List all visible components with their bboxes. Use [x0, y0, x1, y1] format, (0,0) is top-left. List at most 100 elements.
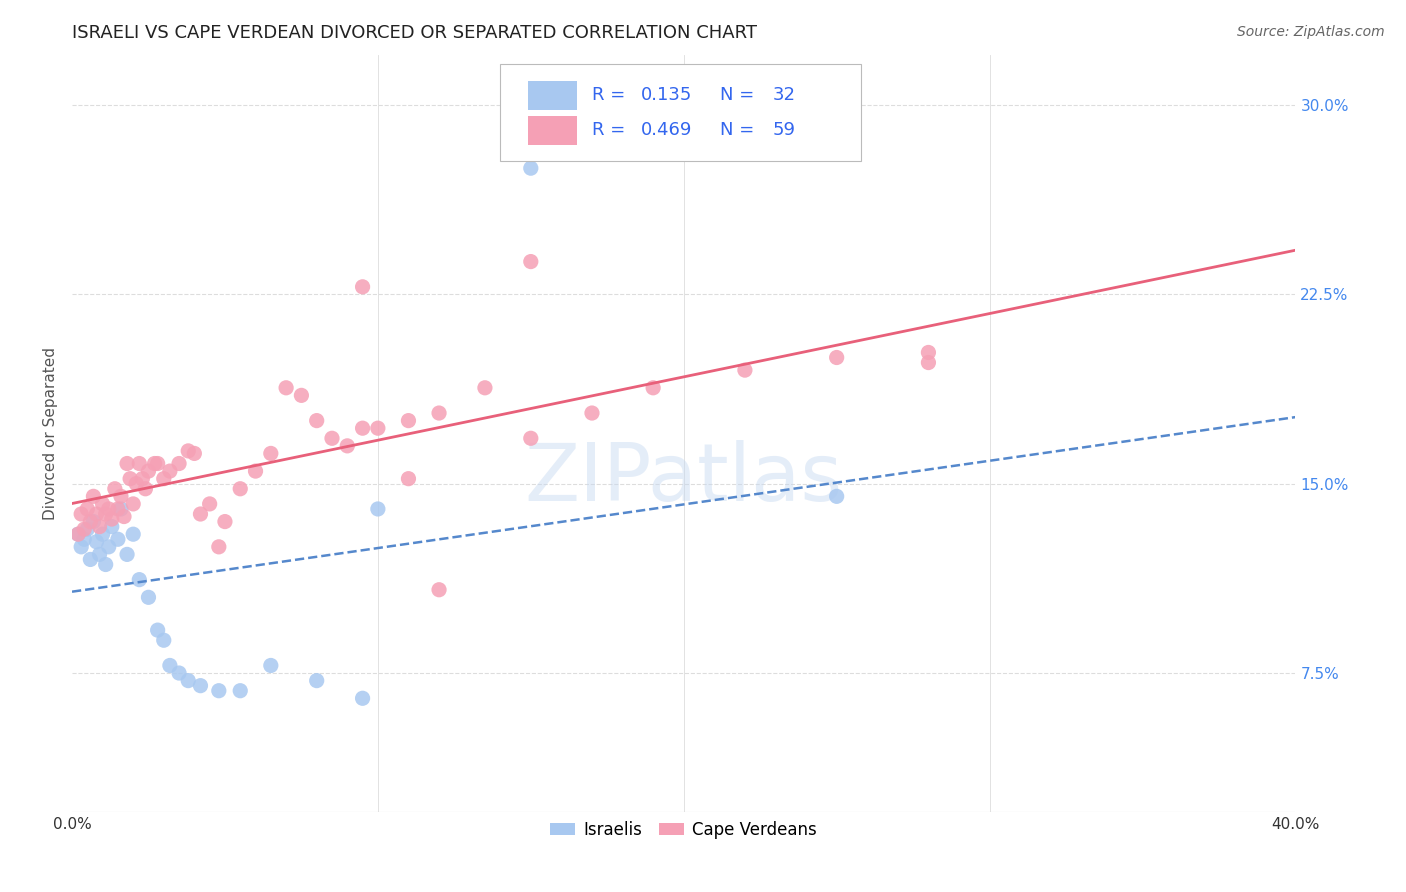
- Point: [122, 527, 145, 541]
- Point: [159, 464, 181, 478]
- Point: [104, 482, 127, 496]
- Point: [245, 464, 267, 478]
- Point: [177, 443, 200, 458]
- Point: [97, 540, 120, 554]
- Point: [190, 679, 212, 693]
- Point: [643, 381, 665, 395]
- Point: [167, 666, 190, 681]
- Text: 0.135: 0.135: [641, 87, 692, 104]
- Point: [581, 406, 603, 420]
- Point: [917, 345, 939, 359]
- Point: [138, 464, 160, 478]
- Point: [367, 421, 389, 435]
- Point: [520, 431, 543, 445]
- Point: [125, 476, 148, 491]
- Point: [67, 527, 90, 541]
- Point: [214, 515, 236, 529]
- Point: [159, 658, 181, 673]
- Point: [94, 507, 117, 521]
- Text: 32: 32: [773, 87, 796, 104]
- Point: [229, 482, 252, 496]
- Point: [367, 502, 389, 516]
- Point: [100, 512, 122, 526]
- Point: [825, 351, 848, 365]
- Text: 0.469: 0.469: [641, 121, 692, 139]
- Point: [290, 388, 312, 402]
- Point: [474, 381, 496, 395]
- Point: [128, 573, 150, 587]
- Point: [152, 472, 174, 486]
- Point: [520, 254, 543, 268]
- Point: [91, 497, 114, 511]
- Point: [427, 406, 450, 420]
- Point: [152, 633, 174, 648]
- Point: [73, 533, 96, 547]
- Point: [177, 673, 200, 688]
- Text: R =: R =: [592, 121, 631, 139]
- Text: N =: N =: [720, 87, 761, 104]
- Point: [82, 515, 104, 529]
- Point: [167, 457, 190, 471]
- Point: [97, 502, 120, 516]
- Point: [427, 582, 450, 597]
- Point: [112, 509, 135, 524]
- Point: [321, 431, 343, 445]
- Point: [79, 552, 101, 566]
- Point: [86, 507, 108, 521]
- Point: [398, 414, 420, 428]
- Point: [138, 591, 160, 605]
- Point: [67, 527, 90, 541]
- FancyBboxPatch shape: [529, 116, 578, 145]
- Point: [94, 558, 117, 572]
- Point: [89, 519, 111, 533]
- Point: [305, 673, 328, 688]
- Point: [398, 472, 420, 486]
- Point: [734, 363, 756, 377]
- Text: R =: R =: [592, 87, 631, 104]
- Point: [134, 482, 156, 496]
- Point: [352, 421, 374, 435]
- Point: [79, 515, 101, 529]
- Point: [89, 548, 111, 562]
- Point: [110, 502, 132, 516]
- Point: [107, 533, 129, 547]
- Point: [825, 489, 848, 503]
- Point: [352, 280, 374, 294]
- Point: [917, 355, 939, 369]
- Point: [100, 519, 122, 533]
- Point: [107, 502, 129, 516]
- Point: [146, 457, 169, 471]
- Point: [115, 548, 138, 562]
- FancyBboxPatch shape: [529, 81, 578, 110]
- Point: [82, 489, 104, 503]
- Point: [260, 446, 283, 460]
- Point: [336, 439, 359, 453]
- Point: [76, 522, 98, 536]
- Point: [305, 414, 328, 428]
- Text: 59: 59: [773, 121, 796, 139]
- Point: [183, 446, 205, 460]
- Point: [122, 497, 145, 511]
- Point: [146, 623, 169, 637]
- Point: [70, 507, 93, 521]
- Point: [198, 497, 221, 511]
- Point: [520, 161, 543, 176]
- Point: [352, 691, 374, 706]
- Text: ISRAELI VS CAPE VERDEAN DIVORCED OR SEPARATED CORRELATION CHART: ISRAELI VS CAPE VERDEAN DIVORCED OR SEPA…: [72, 24, 756, 42]
- Point: [208, 540, 231, 554]
- Point: [86, 534, 108, 549]
- Point: [70, 540, 93, 554]
- Point: [120, 472, 142, 486]
- Point: [274, 381, 297, 395]
- Point: [131, 472, 153, 486]
- Point: [76, 502, 98, 516]
- Point: [115, 457, 138, 471]
- Point: [128, 457, 150, 471]
- Text: Source: ZipAtlas.com: Source: ZipAtlas.com: [1237, 25, 1385, 39]
- FancyBboxPatch shape: [501, 63, 860, 161]
- Point: [73, 522, 96, 536]
- Point: [260, 658, 283, 673]
- Y-axis label: Divorced or Separated: Divorced or Separated: [44, 347, 58, 520]
- Text: ZIPatlas: ZIPatlas: [524, 440, 842, 517]
- Point: [190, 507, 212, 521]
